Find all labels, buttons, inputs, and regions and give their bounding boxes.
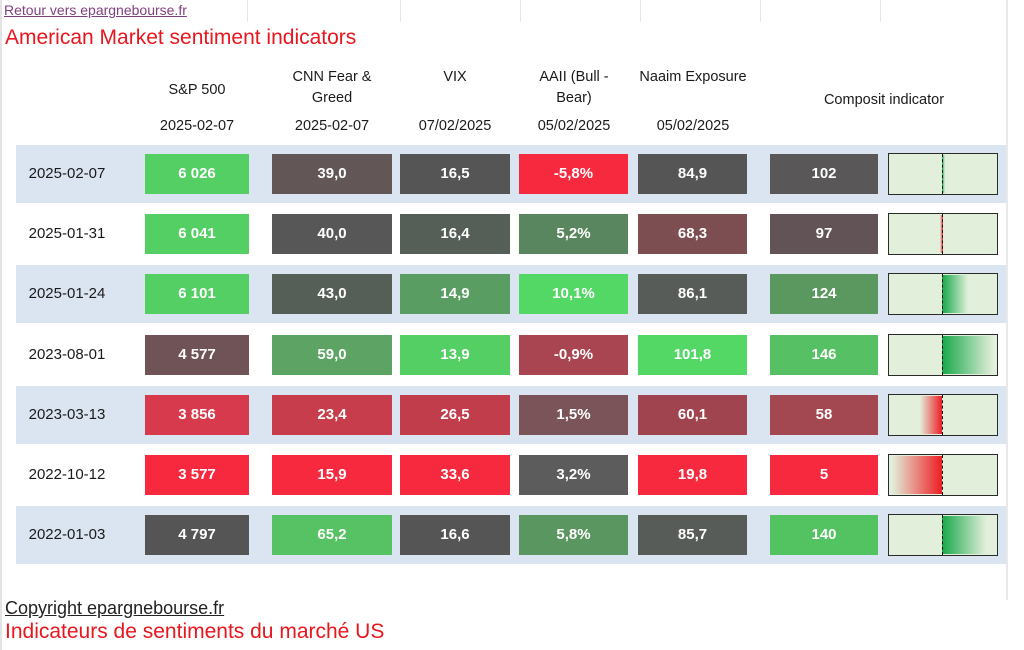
cell-cnn: 39,0 [272,154,392,194]
cell-naaim: 60,1 [638,395,747,435]
header-sp500: S&P 500 [168,82,226,98]
row-date: 2025-01-31 [28,225,106,242]
row-date: 2022-01-03 [28,526,106,543]
sheet-left-border [0,0,2,650]
cell-composite: 97 [770,214,878,254]
gauge-midline [942,335,943,375]
cell-sp500: 3 577 [145,455,249,495]
composite-gauge [888,454,998,496]
gauge-midline [942,214,943,254]
cell-aaii: 5,8% [519,515,628,555]
composite-gauge [888,334,998,376]
cell-naaim: 84,9 [638,154,747,194]
row-date: 2023-03-13 [28,406,106,423]
gridline [247,0,248,22]
header-vix: VIX [443,69,467,85]
gauge-midline [942,515,943,555]
cell-sp500: 4 797 [145,515,249,555]
cell-sp500: 3 856 [145,395,249,435]
cell-aaii: -0,9% [519,335,628,375]
header-vix-date: 07/02/2025 [418,118,492,134]
composite-gauge [888,273,998,315]
composite-gauge [888,514,998,556]
cell-vix: 33,6 [400,455,510,495]
copyright-link[interactable]: Copyright epargnebourse.fr [5,598,225,618]
cell-cnn: 59,0 [272,335,392,375]
row-date: 2025-01-24 [28,285,106,302]
cell-sp500: 6 041 [145,214,249,254]
cell-vix: 26,5 [400,395,510,435]
gridline [400,0,401,22]
cell-composite: 58 [770,395,878,435]
cell-naaim: 19,8 [638,455,747,495]
cell-cnn: 40,0 [272,214,392,254]
cell-naaim: 85,7 [638,515,747,555]
cell-naaim: 101,8 [638,335,747,375]
header-naaim: Naaim Exposure [639,69,747,85]
cell-sp500: 6 026 [145,154,249,194]
gauge-fill [891,456,942,494]
page-title: American Market sentiment indicators [5,26,357,49]
cell-aaii: 10,1% [519,274,628,314]
gridline [640,0,641,22]
gauge-midline [942,154,943,194]
cell-vix: 16,6 [400,515,510,555]
gridline [760,0,761,22]
composite-gauge [888,394,998,436]
row-date: 2022-10-12 [28,466,106,483]
cell-composite: 140 [770,515,878,555]
cell-sp500: 6 101 [145,274,249,314]
cell-aaii: 1,5% [519,395,628,435]
subtitle: Indicateurs de sentiments du marché US [5,620,385,643]
row-date: 2023-08-01 [28,346,106,363]
cell-naaim: 86,1 [638,274,747,314]
header-aaii-date: 05/02/2025 [537,118,611,134]
cell-vix: 16,4 [400,214,510,254]
gauge-fill [919,396,942,434]
cell-cnn: 15,9 [272,455,392,495]
header-naaim-date: 05/02/2025 [656,118,730,134]
cell-aaii: -5,8% [519,154,628,194]
row-date: 2025-02-07 [28,165,106,182]
header-cnn: CNN Fear & Greed [292,69,372,106]
cell-vix: 14,9 [400,274,510,314]
gauge-fill [942,336,993,374]
gauge-midline [942,274,943,314]
header-cnn-date: 2025-02-07 [294,118,370,134]
cell-naaim: 68,3 [638,214,747,254]
cell-sp500: 4 577 [145,335,249,375]
cell-cnn: 23,4 [272,395,392,435]
back-link[interactable]: Retour vers epargnebourse.fr [4,2,187,18]
header-composite: Composit indicator [823,92,945,108]
gauge-fill [942,516,986,554]
composite-gauge [888,153,998,195]
sheet-right-border [1006,0,1008,600]
gridline [520,0,521,22]
gauge-midline [942,395,943,435]
cell-vix: 16,5 [400,154,510,194]
cell-cnn: 65,2 [272,515,392,555]
cell-composite: 102 [770,154,878,194]
header-aaii: AAII (Bull - Bear) [539,69,609,106]
gauge-fill [942,275,969,313]
cell-composite: 5 [770,455,878,495]
cell-cnn: 43,0 [272,274,392,314]
gauge-midline [942,455,943,495]
gridline [880,0,881,22]
gauge-fill [942,155,945,193]
cell-composite: 146 [770,335,878,375]
cell-composite: 124 [770,274,878,314]
header-sp500-date: 2025-02-07 [159,118,235,134]
gauge-fill [940,215,944,253]
composite-gauge [888,213,998,255]
cell-vix: 13,9 [400,335,510,375]
cell-aaii: 5,2% [519,214,628,254]
cell-aaii: 3,2% [519,455,628,495]
